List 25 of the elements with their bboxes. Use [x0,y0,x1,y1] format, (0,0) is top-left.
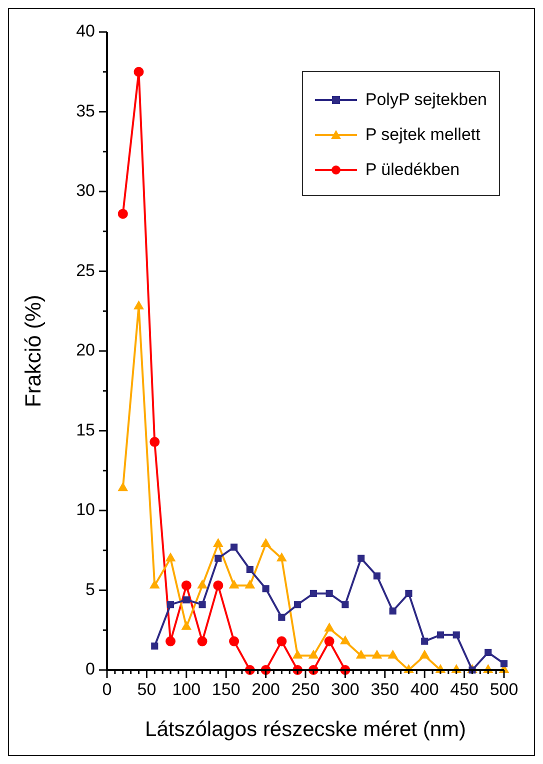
y-tick-label: 15 [76,420,95,440]
legend-label: PolyP sejtekben [365,90,487,110]
x-tick-label: 50 [137,680,156,699]
y-tick-label: 35 [76,101,95,120]
y-tick-label: 10 [76,500,95,520]
x-tick-label: 100 [172,680,201,699]
x-tick-label: 450 [450,680,478,699]
x-tick-label: 400 [410,680,439,699]
y-tick-label: 0 [86,660,95,679]
y-tick-label: 5 [86,580,95,599]
x-tick-label: 350 [370,680,400,699]
x-tick-label: 0 [102,680,112,699]
x-tick-label: 500 [490,680,518,699]
x-tick-label: 150 [212,680,240,699]
y-tick-label: 20 [76,340,95,360]
y-tick-label: 30 [76,181,95,200]
y-tick-label: 40 [76,22,95,41]
x-tick-label: 200 [252,680,280,699]
x-axis-title: Látszólagos részecske méret (nm) [145,718,466,742]
y-axis-title: Frakció (%) [20,294,46,408]
legend-label: P sejtek mellett [365,124,480,144]
x-tick-label: 250 [291,680,320,699]
legend-label: P üledékben [365,160,460,180]
x-tick-label: 300 [331,680,360,699]
y-tick-label: 25 [76,260,95,280]
